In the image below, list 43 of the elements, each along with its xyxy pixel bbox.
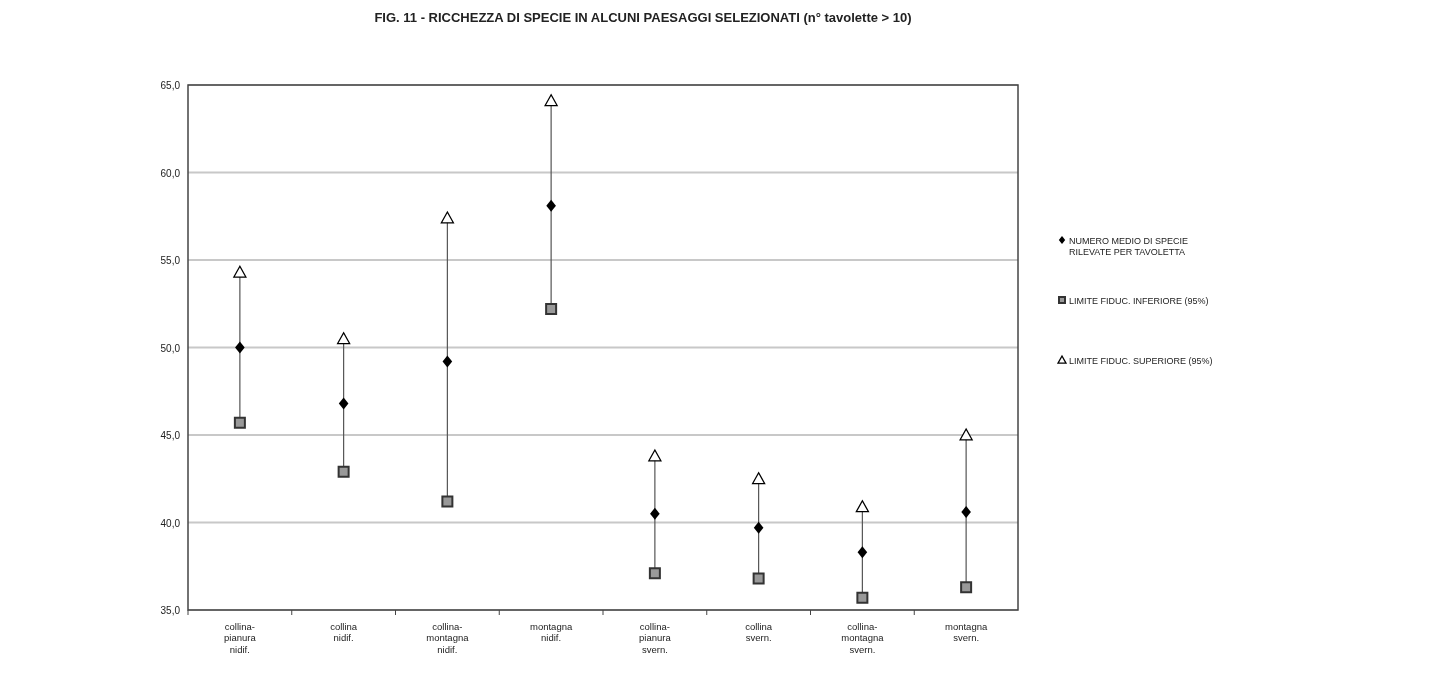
point <box>648 567 661 580</box>
point <box>961 506 971 518</box>
point <box>338 397 349 410</box>
point <box>752 572 765 585</box>
x-tick-label: collina- pianura svern. <box>639 621 672 655</box>
point <box>960 581 973 594</box>
chart-title: FIG. 11 - RICCHEZZA DI SPECIE IN ALCUNI PAESAGGI SELEZIONATI (n° tavolette > 10) <box>374 10 912 25</box>
x-tick-label: collina nidif. <box>330 621 358 644</box>
point <box>753 521 764 534</box>
y-tick-label: 45,0 <box>160 430 181 441</box>
point <box>233 416 246 429</box>
point <box>235 341 245 354</box>
point <box>751 472 766 485</box>
point <box>650 507 660 520</box>
point <box>442 355 453 368</box>
point <box>441 495 454 508</box>
point <box>546 199 556 212</box>
x-tick-label: collina svern. <box>745 621 773 644</box>
y-tick-label: 55,0 <box>160 255 181 266</box>
x-tick-label: montagna svern. <box>944 621 988 644</box>
point <box>337 465 350 478</box>
point <box>544 94 558 107</box>
point <box>545 303 558 315</box>
legend-label: LIMITE FIDUC. INFERIORE (95%) <box>1069 296 1209 306</box>
y-tick-label: 65,0 <box>160 80 181 91</box>
x-tick-label: collina- pianura nidif. <box>224 621 257 655</box>
x-tick-label: collina- montagna svern. <box>841 621 885 655</box>
point <box>440 211 455 224</box>
y-tick-label: 40,0 <box>160 517 181 529</box>
y-tick-label: 35,0 <box>160 605 181 616</box>
point <box>336 332 351 345</box>
x-tick-label: montagna nidif. <box>529 621 573 644</box>
point <box>856 591 869 604</box>
x-tick-label: collina- montagna nidif. <box>426 621 470 655</box>
point <box>648 449 662 462</box>
y-tick-label: 50,0 <box>160 342 181 354</box>
legend-label: NUMERO MEDIO DI SPECIE RILEVATE PER TAVOLETTA <box>1069 236 1189 257</box>
point <box>959 428 973 441</box>
point <box>233 265 247 278</box>
point <box>857 546 868 559</box>
legend-label: LIMITE FIDUC. SUPERIORE (95%) <box>1069 356 1213 366</box>
point <box>855 500 870 513</box>
y-tick-label: 60,0 <box>160 167 181 179</box>
